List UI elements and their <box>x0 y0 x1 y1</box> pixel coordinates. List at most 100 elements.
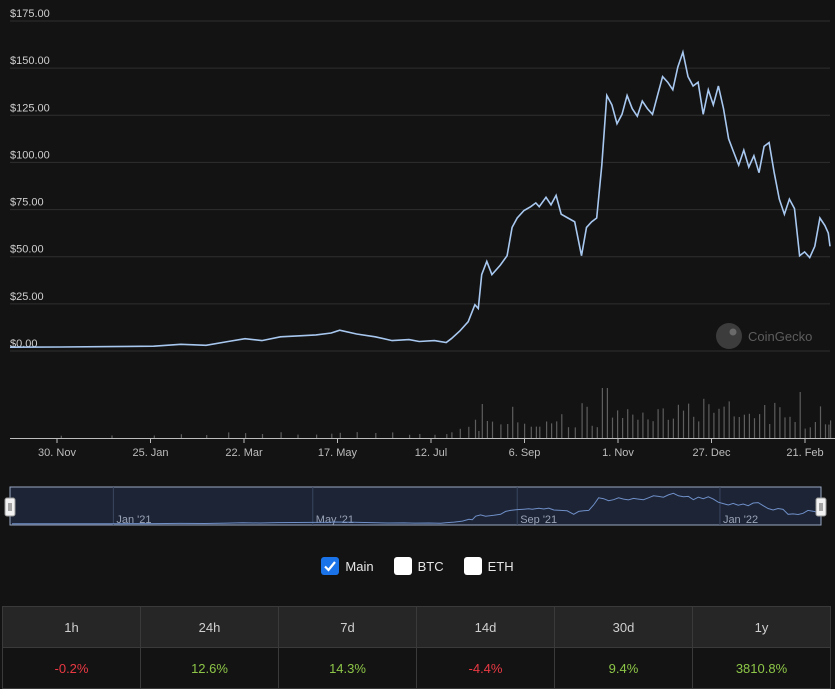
volume-bar <box>657 409 659 438</box>
volume-bar <box>617 410 619 438</box>
volume-bar <box>409 434 411 438</box>
volume-bar <box>111 435 113 438</box>
volume-bar <box>561 414 563 438</box>
volume-bar <box>551 423 553 438</box>
volume-bar <box>606 388 608 438</box>
volume-bar <box>524 423 526 438</box>
navigator-tick-label: Jan '21 <box>116 514 151 526</box>
y-tick-label: $175.00 <box>10 8 50 20</box>
change-14d: -4.4% <box>416 647 555 689</box>
volume-bar <box>507 424 509 438</box>
checkmark-icon <box>324 561 337 572</box>
volume-bar <box>546 421 548 438</box>
volume-bar <box>356 432 358 438</box>
volume-bar <box>481 404 483 438</box>
y-tick-label: $75.00 <box>10 197 44 209</box>
volume-bars <box>60 388 832 438</box>
x-tick-label: 17. May <box>318 447 358 459</box>
navigator-right-handle[interactable] <box>815 497 827 517</box>
volume-bar <box>392 432 394 438</box>
range-navigator[interactable]: Jan '21 May '21 Sep '21 Jan '22 <box>0 480 835 530</box>
legend-main[interactable]: Main <box>321 557 374 575</box>
volume-bar <box>784 417 786 438</box>
navigator-background <box>9 486 822 526</box>
volume-bar <box>280 432 282 438</box>
volume-bar <box>662 408 664 438</box>
x-tick-label: 27. Dec <box>693 447 731 459</box>
volume-bar <box>316 434 318 438</box>
volume-bar <box>688 403 690 438</box>
volume-bar <box>733 416 735 438</box>
x-axis: 30. Nov 25. Jan 22. Mar 17. May 12. Jul 6. Se… <box>10 438 835 459</box>
header-30d: 30d <box>554 606 693 648</box>
volume-bar <box>828 424 830 438</box>
volume-bar <box>586 406 588 438</box>
volume-bar <box>567 427 570 438</box>
volume-bar <box>530 426 532 438</box>
navigator-ticks: Jan '21 May '21 Sep '21 Jan '22 <box>112 487 758 526</box>
volume-bar <box>622 418 624 438</box>
volume-bar <box>539 426 541 438</box>
x-tick-label: 30. Nov <box>38 447 76 459</box>
change-30d: 9.4% <box>554 647 693 689</box>
volume-bar <box>819 406 822 438</box>
x-tick-label: 22. Mar <box>225 447 263 459</box>
volume-bar <box>446 434 448 438</box>
y-tick-label: $125.00 <box>10 102 50 114</box>
x-tick-label: 1. Nov <box>602 447 634 459</box>
legend-eth-label: ETH <box>487 558 514 574</box>
volume-bar <box>491 421 494 438</box>
header-1h: 1h <box>2 606 141 648</box>
volume-bar <box>478 431 480 438</box>
volume-bar <box>419 434 421 438</box>
legend-btc[interactable]: BTC <box>393 557 444 575</box>
volume-bar <box>581 403 583 438</box>
volume-bar <box>459 428 461 438</box>
main-checkbox[interactable] <box>321 557 340 575</box>
volume-bar <box>153 435 155 438</box>
volume-bar <box>738 417 740 438</box>
eth-checkbox[interactable] <box>463 557 482 575</box>
volume-bar <box>517 422 519 438</box>
volume-bar <box>809 427 811 438</box>
price-chart[interactable]: $0.00 $25.00 $50.00 $75.00 $100.00 $125.00 $15… <box>0 0 835 470</box>
volume-bar <box>799 392 801 438</box>
coingecko-logo-eye-icon <box>729 328 737 336</box>
header-24h: 24h <box>140 606 279 648</box>
x-tick-label: 25. Jan <box>132 447 168 459</box>
btc-checkbox[interactable] <box>393 557 412 575</box>
coingecko-watermark: CoinGecko <box>716 323 812 349</box>
volume-bar <box>723 406 725 438</box>
volume-bar <box>718 408 720 438</box>
volume-bar <box>591 425 593 438</box>
volume-bar <box>708 404 710 438</box>
volume-bar <box>331 433 333 438</box>
volume-bar <box>297 434 299 438</box>
volume-bar <box>667 419 669 438</box>
price-change-table: 1h 24h 7d 14d 30d 1y -0.2% 12.6% 14.3% -… <box>2 606 831 689</box>
navigator-tick-label: Sep '21 <box>520 514 557 526</box>
volume-bar <box>682 410 685 438</box>
volume-bar <box>713 412 715 438</box>
y-tick-label: $150.00 <box>10 55 50 67</box>
volume-bar <box>693 416 695 438</box>
navigator-left-handle[interactable] <box>4 497 16 517</box>
legend-eth[interactable]: ETH <box>463 557 514 575</box>
volume-bar <box>652 421 654 438</box>
volume-bar <box>672 418 674 438</box>
price-change-header-row: 1h 24h 7d 14d 30d 1y <box>2 606 831 648</box>
volume-bar <box>677 404 679 438</box>
volume-bar <box>627 409 629 438</box>
volume-bar <box>764 405 766 438</box>
legend-main-label: Main <box>345 558 374 574</box>
navigator-tick-label: May '21 <box>316 514 354 526</box>
volume-bar <box>596 427 598 438</box>
volume-bar <box>642 412 644 438</box>
volume-bar <box>60 435 62 438</box>
volume-bar <box>753 418 756 438</box>
volume-bar <box>574 427 576 438</box>
volume-bar <box>774 402 776 438</box>
y-tick-label: $50.00 <box>10 244 44 256</box>
y-axis: $0.00 $25.00 $50.00 $75.00 $100.00 $125.00 $15… <box>10 8 50 350</box>
navigator-tick-label: Jan '22 <box>723 514 758 526</box>
